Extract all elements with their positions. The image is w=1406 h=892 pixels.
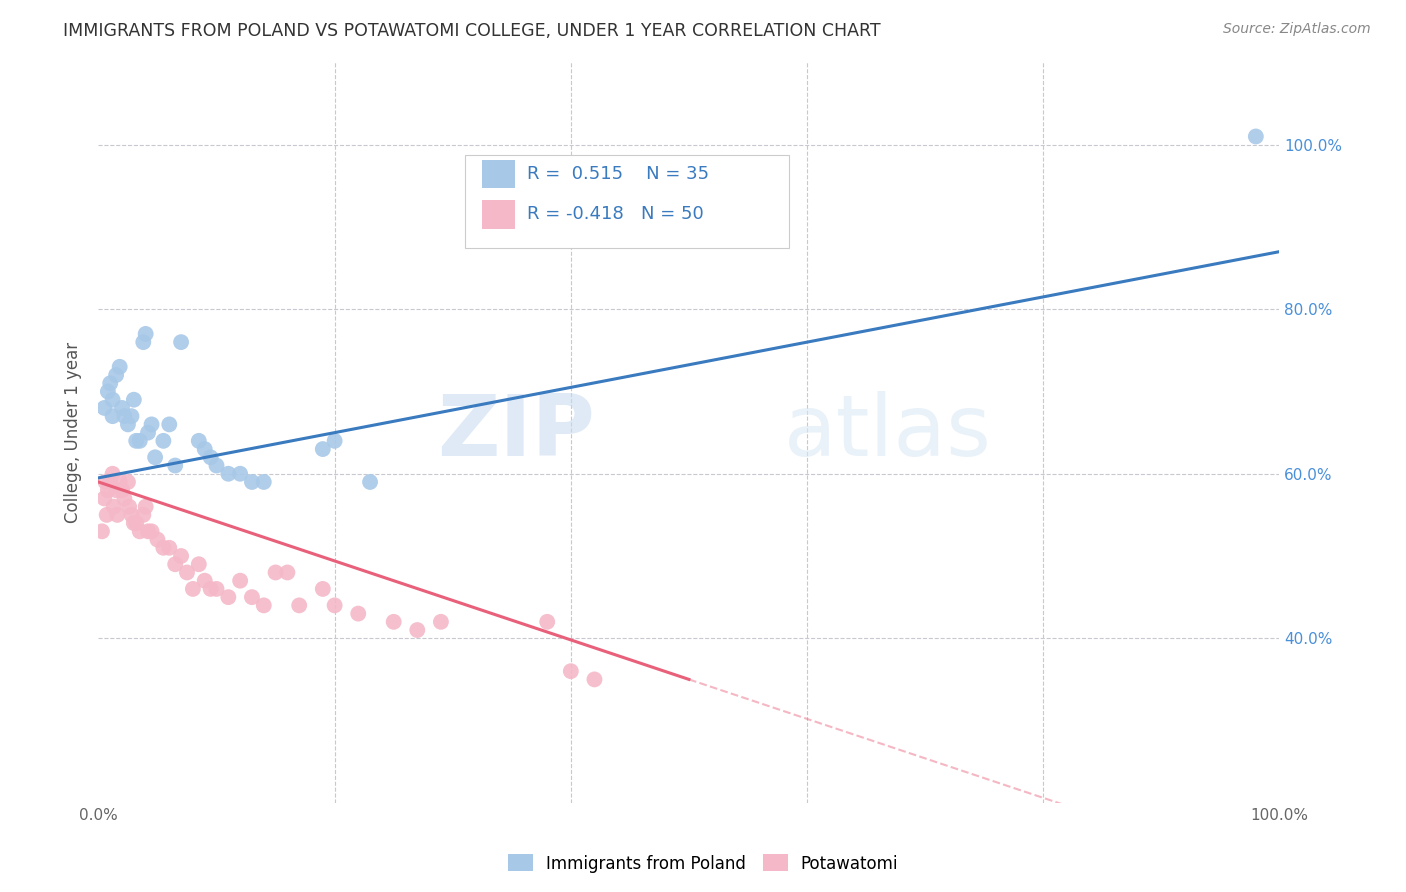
Point [93, 401, 115, 415]
Point [288, 599, 311, 613]
Text: R =  0.515    N = 35: R = 0.515 N = 35 [527, 165, 709, 184]
Point [108, 475, 131, 489]
Point [323, 434, 346, 448]
Point [132, 508, 155, 522]
Point [98, 376, 121, 391]
Point [359, 475, 381, 489]
Point [122, 516, 145, 530]
Point [229, 467, 252, 481]
Point [111, 483, 134, 498]
Point [125, 516, 148, 530]
Point [141, 524, 163, 539]
Point [152, 434, 174, 448]
Point [141, 417, 163, 432]
Point [240, 475, 263, 489]
Text: atlas: atlas [783, 391, 991, 475]
Point [136, 425, 159, 440]
Point [194, 574, 217, 588]
Point [253, 475, 276, 489]
Text: Source: ZipAtlas.com: Source: ZipAtlas.com [1223, 22, 1371, 37]
Point [181, 582, 204, 596]
Point [103, 500, 125, 514]
Point [1244, 129, 1267, 144]
Point [101, 392, 124, 407]
Point [135, 500, 157, 514]
Point [98, 475, 121, 489]
Point [430, 615, 453, 629]
Point [128, 434, 150, 448]
Point [132, 335, 155, 350]
Point [312, 442, 335, 456]
Point [205, 458, 228, 473]
Point [229, 574, 252, 588]
Text: IMMIGRANTS FROM POLAND VS POTAWATOMI COLLEGE, UNDER 1 YEAR CORRELATION CHART: IMMIGRANTS FROM POLAND VS POTAWATOMI COL… [63, 22, 882, 40]
Point [200, 450, 222, 465]
Legend: Immigrants from Poland, Potawatomi: Immigrants from Poland, Potawatomi [501, 847, 905, 880]
Point [125, 434, 148, 448]
Point [382, 615, 405, 629]
Bar [482, 161, 516, 188]
Point [105, 483, 128, 498]
Point [94, 475, 117, 489]
Point [112, 409, 135, 424]
Y-axis label: College, Under 1 year: College, Under 1 year [65, 342, 83, 524]
Point [108, 359, 131, 374]
Point [205, 582, 228, 596]
Point [194, 442, 217, 456]
Point [157, 417, 180, 432]
Point [97, 384, 120, 399]
Text: ZIP: ZIP [437, 391, 595, 475]
Point [312, 582, 335, 596]
Point [240, 590, 263, 604]
Point [165, 558, 187, 572]
Bar [482, 201, 516, 228]
Point [143, 450, 166, 465]
Point [136, 524, 159, 539]
Point [146, 533, 169, 547]
Point [112, 491, 135, 506]
Point [117, 475, 139, 489]
Text: R = -0.418   N = 50: R = -0.418 N = 50 [527, 205, 704, 223]
Point [264, 566, 287, 580]
Point [176, 566, 198, 580]
Point [276, 566, 298, 580]
Point [583, 673, 606, 687]
Point [406, 623, 429, 637]
Point [253, 599, 276, 613]
Point [101, 409, 124, 424]
Point [217, 467, 239, 481]
Point [157, 541, 180, 555]
Point [122, 392, 145, 407]
Point [101, 467, 124, 481]
Point [217, 590, 239, 604]
Point [170, 335, 193, 350]
Point [105, 368, 128, 382]
Point [152, 541, 174, 555]
Point [93, 491, 115, 506]
Point [128, 524, 150, 539]
Point [187, 434, 209, 448]
Point [96, 508, 118, 522]
Point [97, 483, 120, 498]
FancyBboxPatch shape [464, 155, 789, 248]
Point [165, 458, 187, 473]
Point [105, 508, 128, 522]
Point [118, 500, 141, 514]
Point [135, 326, 157, 341]
Point [121, 508, 143, 522]
Point [170, 549, 193, 563]
Point [91, 524, 114, 539]
Point [121, 409, 143, 424]
Point [536, 615, 558, 629]
Point [117, 417, 139, 432]
Point [200, 582, 222, 596]
Point [111, 401, 134, 415]
Point [560, 664, 582, 678]
Point [347, 607, 370, 621]
Point [323, 599, 346, 613]
Point [187, 558, 209, 572]
